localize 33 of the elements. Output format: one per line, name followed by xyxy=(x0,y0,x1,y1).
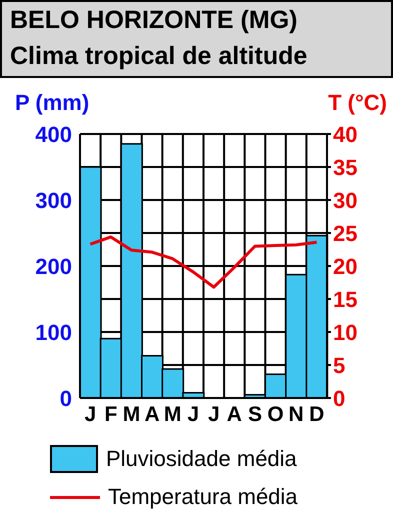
x-tick-label: N xyxy=(288,402,304,426)
y2-tick-label: 40 xyxy=(333,122,358,147)
legend-label: Pluviosidade média xyxy=(106,446,297,471)
y2-tick-label: 5 xyxy=(333,352,346,378)
x-tick-label: F xyxy=(104,402,118,426)
x-tick-label: A xyxy=(144,402,160,426)
x-tick-label: A xyxy=(226,402,242,426)
line-series xyxy=(88,235,318,289)
y2-tick-label: 30 xyxy=(333,188,358,213)
y2-tick-label: 15 xyxy=(333,286,358,312)
chart-subtitle: Clima tropical de altitude xyxy=(10,42,308,70)
x-tick-label: M xyxy=(122,402,140,426)
y-tick-label: 300 xyxy=(35,188,72,213)
y2-tick-label: 0 xyxy=(333,386,346,411)
y2-tick-label: 20 xyxy=(333,254,358,279)
y2-axis-title: T (°C) xyxy=(328,90,387,115)
x-tick-label: J xyxy=(208,402,220,426)
legend-label: Temperatura média xyxy=(108,484,298,509)
y-tick-label: 200 xyxy=(35,254,72,279)
y-tick-label: 400 xyxy=(35,122,72,147)
chart-title: BELO HORIZONTE (MG) xyxy=(10,6,298,34)
y2-tick-label: 35 xyxy=(333,154,358,180)
x-tick-label: J xyxy=(187,402,200,426)
y-axis-title: P (mm) xyxy=(15,90,90,115)
x-tick-label: M xyxy=(164,402,182,426)
y-tick-label: 0 xyxy=(60,386,72,411)
y2-tick-label: 10 xyxy=(333,320,358,345)
y-tick-label: 100 xyxy=(35,320,72,345)
x-tick-label: S xyxy=(248,402,262,426)
x-tick-label: J xyxy=(84,402,96,426)
x-tick-label: O xyxy=(267,402,284,426)
y2-tick-label: 25 xyxy=(333,220,358,246)
x-tick-label: D xyxy=(309,402,324,426)
